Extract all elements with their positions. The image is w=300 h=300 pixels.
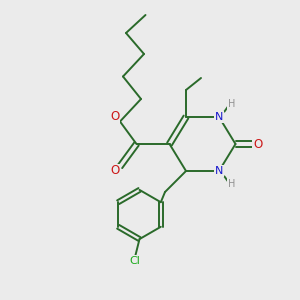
Text: N: N bbox=[215, 166, 223, 176]
Text: N: N bbox=[215, 112, 223, 122]
Text: O: O bbox=[110, 110, 119, 124]
Text: H: H bbox=[228, 99, 235, 110]
Text: Cl: Cl bbox=[130, 256, 140, 266]
Text: O: O bbox=[110, 164, 119, 178]
Text: H: H bbox=[228, 178, 235, 189]
Text: O: O bbox=[254, 137, 262, 151]
